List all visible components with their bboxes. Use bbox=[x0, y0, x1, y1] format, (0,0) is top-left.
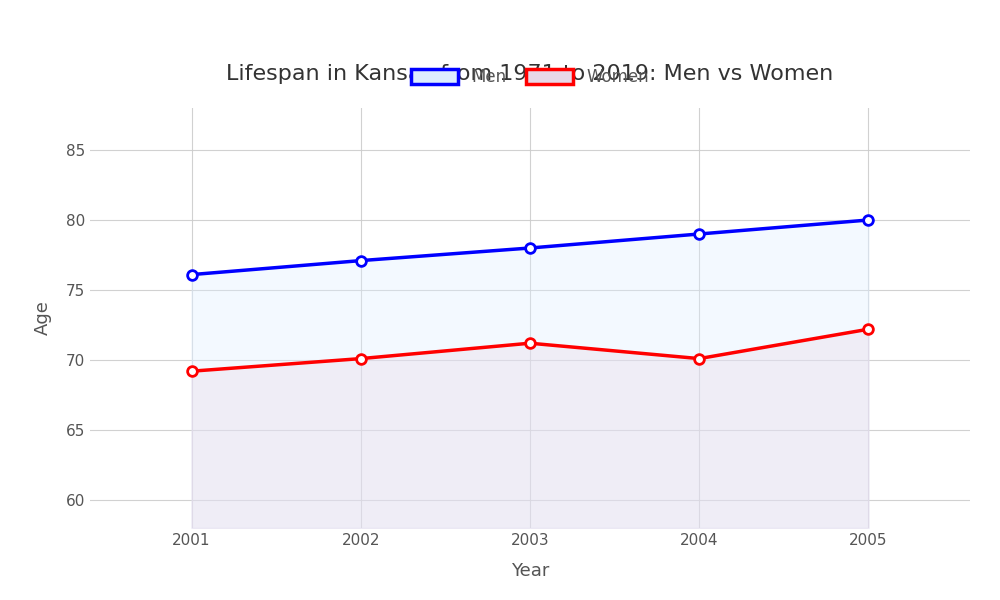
Y-axis label: Age: Age bbox=[34, 301, 52, 335]
Legend: Men, Women: Men, Women bbox=[404, 62, 656, 93]
X-axis label: Year: Year bbox=[511, 562, 549, 580]
Title: Lifespan in Kansas from 1971 to 2019: Men vs Women: Lifespan in Kansas from 1971 to 2019: Me… bbox=[226, 64, 834, 84]
